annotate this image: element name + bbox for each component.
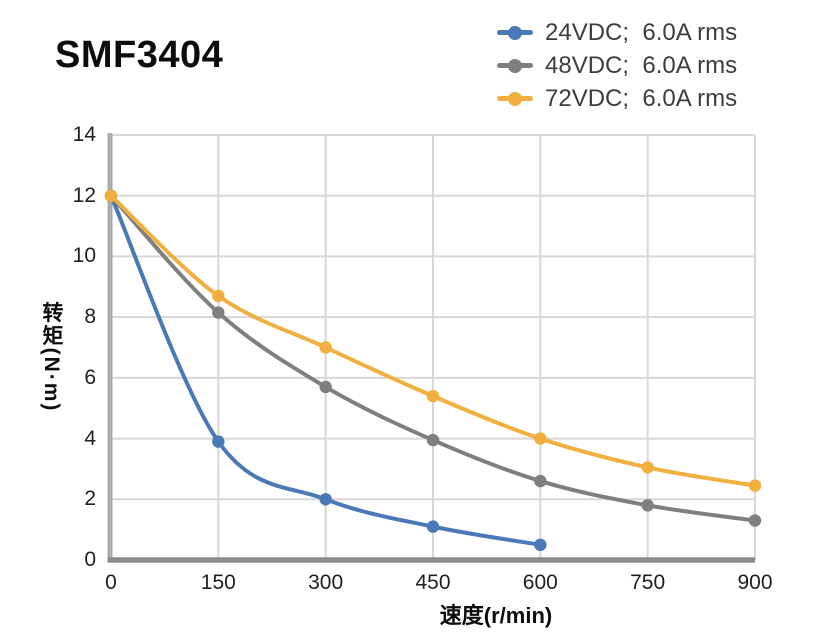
y-tick-label: 6 — [84, 365, 96, 389]
page-title: SMF3404 — [55, 34, 224, 76]
legend-dot-icon — [508, 91, 522, 106]
series-marker-0 — [426, 520, 440, 533]
series-marker-2 — [748, 479, 762, 492]
y-tick-label: 12 — [72, 183, 96, 207]
legend-marker-48vdc-icon — [497, 58, 533, 73]
y-tick-label: 10 — [72, 244, 96, 268]
series-marker-2 — [104, 189, 118, 202]
legend-item-72vdc: 72VDC; 6.0A rms — [497, 82, 737, 115]
series-marker-1 — [319, 380, 332, 394]
legend-item-24vdc: 24VDC; 6.0A rms — [497, 16, 737, 49]
x-tick-label: 300 — [308, 571, 344, 594]
series-marker-1 — [212, 306, 225, 319]
y-tick-label: 14 — [72, 123, 96, 146]
series-marker-2 — [641, 461, 654, 474]
x-tick-label: 0 — [105, 571, 117, 594]
series-marker-2 — [534, 432, 547, 445]
legend-marker-72vdc-icon — [497, 91, 533, 106]
series-marker-2 — [426, 389, 440, 403]
series-line-0 — [109, 193, 543, 547]
x-tick-label: 900 — [737, 571, 773, 594]
chart-legend: 24VDC; 6.0A rms 48VDC; 6.0A rms 72VDC; 6… — [497, 16, 737, 115]
legend-label-24vdc: 24VDC; 6.0A rms — [545, 18, 738, 46]
legend-item-48vdc: 48VDC; 6.0A rms — [497, 49, 737, 82]
y-tick-label: 8 — [84, 305, 96, 329]
series-marker-1 — [426, 433, 440, 447]
legend-label-48vdc: 48VDC; 6.0A rms — [545, 51, 738, 79]
series-marker-2 — [212, 289, 225, 303]
legend-dot-icon — [508, 58, 522, 73]
series-marker-0 — [534, 538, 547, 552]
legend-label-72vdc: 72VDC; 6.0A rms — [545, 84, 738, 112]
y-tick-label: 2 — [84, 487, 96, 511]
series-marker-1 — [641, 499, 654, 512]
x-tick-label: 600 — [522, 571, 558, 594]
x-tick-label: 150 — [200, 571, 236, 594]
legend-dot-icon — [508, 25, 522, 40]
series-marker-2 — [319, 341, 332, 354]
legend-marker-24vdc-icon — [497, 25, 533, 40]
y-axis-label: 转矩(N·m) — [40, 301, 63, 413]
series-marker-1 — [748, 514, 762, 527]
x-axis-label: 速度(r/min) — [439, 603, 553, 628]
series-marker-0 — [319, 493, 332, 506]
series-marker-0 — [212, 435, 225, 448]
y-tick-label: 0 — [84, 548, 96, 571]
x-tick-label: 450 — [415, 571, 451, 594]
y-tick-label: 4 — [84, 426, 96, 450]
x-tick-label: 750 — [630, 571, 666, 594]
series-marker-1 — [534, 474, 547, 488]
